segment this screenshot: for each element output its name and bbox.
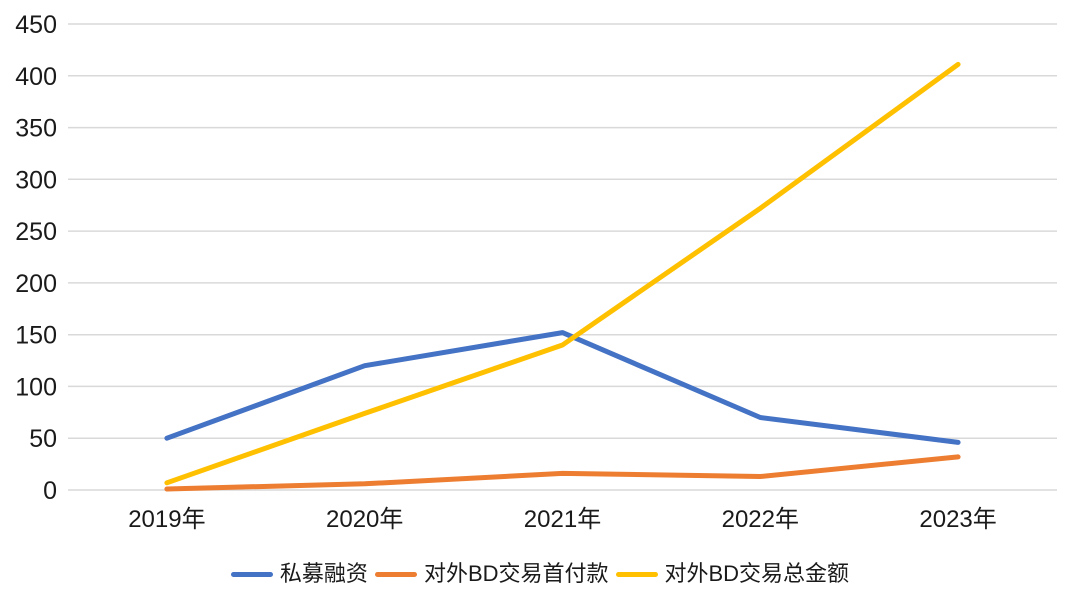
legend-swatch	[230, 571, 273, 577]
legend-item: 对外BD交易总金额	[615, 561, 850, 586]
legend-label: 私募融资	[279, 561, 368, 586]
chart-plot-area: 0 50 100 150 200 250 300 350 400 450 2019年 2020年 202…	[15, 11, 1057, 533]
x-axis-tick-label: 2019年	[128, 506, 205, 533]
legend-label: 对外BD交易总金额	[664, 561, 850, 586]
y-axis-tick-label: 50	[29, 425, 57, 453]
y-axis-tick-label: 150	[15, 322, 57, 350]
y-axis-tick-label: 200	[15, 270, 57, 298]
x-axis-tick-label: 2021年	[524, 506, 601, 533]
y-axis-tick-label: 250	[15, 218, 57, 246]
chart-legend: 私募融资 对外BD交易首付款 对外BD交易总金额	[0, 558, 1080, 590]
x-axis-tick-label: 2022年	[722, 506, 799, 533]
y-axis-tick-label: 400	[15, 63, 57, 91]
series-line-1	[164, 454, 961, 492]
y-axis-tick-label: 100	[15, 373, 57, 401]
series-line-2	[164, 61, 961, 486]
legend-swatch	[615, 571, 658, 577]
legend-item: 私募融资	[230, 561, 368, 586]
series-line-0	[164, 330, 961, 445]
y-axis-tick-label: 0	[43, 477, 57, 505]
y-axis-tick-label: 300	[15, 166, 57, 194]
legend-label: 对外BD交易首付款	[423, 561, 609, 586]
legend-swatch	[374, 571, 417, 577]
x-axis-tick-label: 2020年	[326, 506, 403, 533]
legend-item: 对外BD交易首付款	[374, 561, 609, 586]
y-axis-tick-label: 350	[15, 115, 57, 143]
x-axis-tick-label: 2023年	[919, 506, 996, 533]
y-axis-tick-label: 450	[15, 11, 57, 39]
